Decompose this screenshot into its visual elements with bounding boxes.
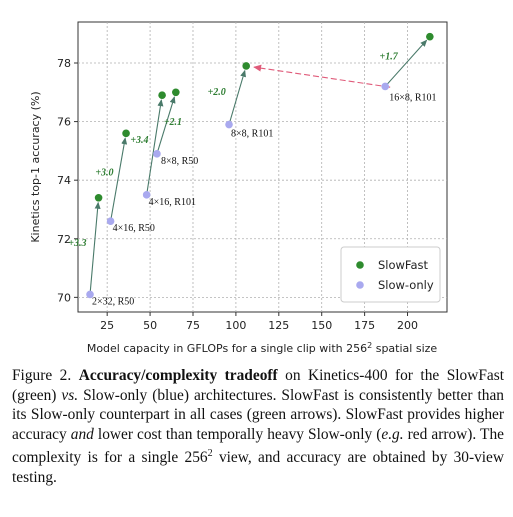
x-tick-label: 75 — [186, 319, 200, 332]
legend-box — [340, 246, 441, 303]
slow-only-point-label: 4×16, R50 — [113, 223, 155, 234]
legend-marker-slow-only — [356, 281, 364, 289]
caption-and: and — [70, 425, 94, 443]
caption-figure-label: Figure 2. — [12, 367, 72, 384]
slowfast-point — [172, 88, 180, 97]
slow-only-point — [153, 150, 161, 158]
y-tick-label: 74 — [57, 174, 71, 187]
gain-label: +1.7 — [380, 52, 399, 63]
slow-only-point — [381, 82, 390, 91]
caption-text-2: Slow-only (blue) architectures. SlowFast… — [12, 386, 504, 443]
y-tick-label: 70 — [57, 291, 71, 304]
gain-arrow — [146, 99, 164, 195]
legend: SlowFast Slow-only — [340, 246, 441, 303]
caption-vs: vs. — [61, 386, 79, 404]
caption-eg: e.g. — [381, 425, 404, 443]
gain-arrow — [156, 96, 176, 154]
y-tick-label: 78 — [57, 57, 71, 70]
caption-title: Accuracy/complexity tradeoff — [78, 367, 278, 384]
caption-superscript: 2 — [207, 448, 213, 460]
slow-only-point — [142, 191, 151, 199]
caption-text-3: lower cost than temporally heavy Slow-on… — [93, 425, 382, 443]
x-tick-label: 25 — [100, 319, 114, 332]
x-tick-label: 100 — [225, 319, 246, 332]
caption-text-4: red arrow). The complexity is for a sing… — [12, 425, 504, 467]
x-tick-label: 50 — [143, 319, 157, 332]
figure-caption: Figure 2. Accuracy/complexity tradeoff o… — [12, 366, 504, 488]
x-tick-label: 200 — [397, 319, 418, 332]
red-arrow — [253, 64, 391, 88]
accuracy-complexity-chart: 25 50 75 100 125 150 175 200 70 72 74 76 78 +3.3 +3.0… — [29, 21, 448, 355]
slowfast-point — [426, 32, 434, 41]
plot-frame — [77, 21, 448, 313]
x-axis-label: Model capacity in GFLOPs for a single cl… — [87, 341, 438, 355]
slowfast-point — [122, 129, 130, 138]
x-tick-label: 125 — [268, 319, 289, 332]
gain-label: +3.4 — [130, 135, 148, 146]
caption-text-5: view, and accuracy are obtained by 30-vi… — [12, 449, 505, 487]
slow-only-point — [86, 290, 94, 299]
slowfast-point — [158, 91, 166, 100]
point-labels: +3.3 +3.0 +3.4 +2.1 +2.0 +1.7 2×32, R50 4×16, R… — [68, 52, 436, 308]
y-axis-label: Kinetics top-1 accuracy (%) — [29, 91, 42, 242]
slow-only-point-label: 8×8, R101 — [231, 129, 273, 140]
y-tick-label: 76 — [57, 116, 71, 129]
slow-only-point — [106, 217, 115, 225]
axis-ticks: 25 50 75 100 125 150 175 200 70 72 74 76 78 — [57, 57, 418, 332]
data-points — [86, 32, 434, 299]
slowfast-point — [242, 62, 250, 70]
slow-only-point — [225, 120, 233, 129]
slow-only-point-label: 16×8, R101 — [389, 92, 436, 103]
gain-label: +2.1 — [164, 117, 182, 128]
gain-label: +3.0 — [95, 167, 113, 178]
legend-label-slowfast: SlowFast — [378, 258, 429, 272]
slowfast-point — [94, 193, 103, 202]
gain-label: +3.3 — [68, 238, 86, 249]
x-tick-label: 175 — [354, 319, 375, 332]
x-tick-label: 150 — [311, 319, 332, 332]
gain-arrow — [228, 69, 246, 125]
arrows — [89, 39, 428, 295]
caption-text-1: on Kinetics-400 for the SlowFast (green) — [12, 367, 504, 404]
legend-marker-slowfast — [356, 261, 364, 269]
slow-only-point-label: 2×32, R50 — [92, 296, 134, 307]
gain-arrow — [110, 137, 128, 222]
gain-label: +2.0 — [208, 87, 226, 98]
slow-only-point-label: 8×8, R50 — [161, 156, 198, 167]
gain-arrow — [384, 39, 428, 87]
gain-arrow — [89, 201, 101, 295]
legend-label-slow-only: Slow-only — [378, 278, 434, 292]
y-tick-label: 72 — [57, 233, 71, 246]
slow-only-point-label: 4×16, R101 — [149, 197, 196, 208]
